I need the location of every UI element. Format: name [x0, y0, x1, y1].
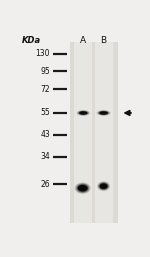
Ellipse shape — [101, 184, 107, 188]
Ellipse shape — [81, 112, 86, 114]
Ellipse shape — [75, 183, 90, 194]
Text: KDa: KDa — [22, 36, 41, 45]
Ellipse shape — [78, 185, 87, 191]
Ellipse shape — [78, 111, 88, 115]
Text: 43: 43 — [40, 130, 50, 139]
Ellipse shape — [99, 111, 109, 115]
Ellipse shape — [98, 182, 109, 190]
Ellipse shape — [100, 183, 108, 189]
Ellipse shape — [98, 182, 110, 191]
Ellipse shape — [100, 183, 107, 189]
Ellipse shape — [97, 181, 110, 191]
Ellipse shape — [99, 183, 108, 190]
Ellipse shape — [79, 111, 87, 115]
Ellipse shape — [99, 111, 108, 115]
Text: 26: 26 — [40, 180, 50, 189]
Text: A: A — [80, 36, 86, 45]
Ellipse shape — [79, 111, 87, 115]
Bar — [74, 42, 92, 223]
Ellipse shape — [75, 182, 91, 194]
Ellipse shape — [99, 183, 108, 189]
Ellipse shape — [78, 111, 89, 115]
Ellipse shape — [78, 185, 87, 191]
Ellipse shape — [100, 183, 108, 189]
Ellipse shape — [99, 111, 108, 115]
Ellipse shape — [98, 111, 110, 115]
Text: B: B — [100, 36, 107, 45]
Ellipse shape — [79, 186, 86, 191]
Ellipse shape — [77, 110, 90, 116]
Bar — [95, 42, 113, 223]
Ellipse shape — [78, 111, 89, 115]
Ellipse shape — [80, 112, 87, 114]
Ellipse shape — [78, 185, 88, 191]
Text: 72: 72 — [40, 85, 50, 94]
Text: 95: 95 — [40, 67, 50, 76]
Ellipse shape — [80, 186, 86, 190]
Ellipse shape — [98, 182, 109, 190]
Ellipse shape — [99, 111, 108, 115]
Bar — [70, 42, 118, 223]
Ellipse shape — [97, 110, 111, 116]
Ellipse shape — [101, 112, 106, 114]
Ellipse shape — [100, 112, 107, 114]
Ellipse shape — [79, 111, 88, 115]
Ellipse shape — [98, 111, 109, 115]
Ellipse shape — [76, 183, 89, 193]
Ellipse shape — [76, 183, 90, 193]
Ellipse shape — [77, 110, 90, 116]
Text: 55: 55 — [40, 108, 50, 117]
Ellipse shape — [77, 184, 88, 192]
Ellipse shape — [80, 112, 86, 114]
Text: 130: 130 — [36, 49, 50, 58]
Ellipse shape — [77, 184, 88, 192]
Ellipse shape — [101, 184, 106, 188]
Ellipse shape — [100, 112, 107, 114]
Text: 34: 34 — [40, 152, 50, 161]
Ellipse shape — [97, 110, 110, 116]
